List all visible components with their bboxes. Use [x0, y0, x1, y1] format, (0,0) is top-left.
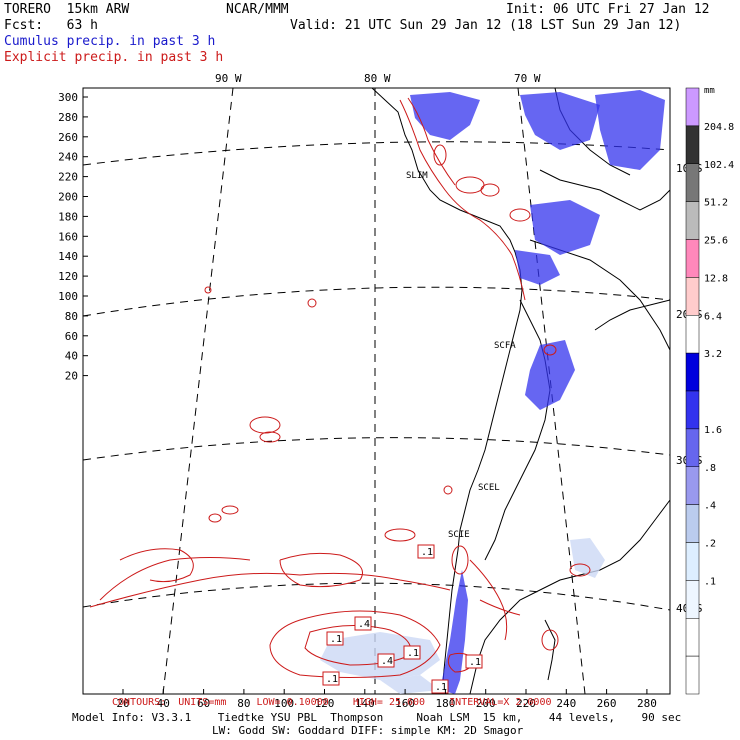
x-tick-label: 160	[395, 697, 415, 710]
station-labels: SLIM SCFA SCEL SCIE	[406, 171, 516, 540]
colorbar-label: 3.2	[704, 349, 722, 360]
lon-label-70w: 70 W	[514, 72, 541, 85]
x-tick-label: 260	[597, 697, 617, 710]
x-tick-label: 60	[197, 697, 210, 710]
colorbar-label: .4	[704, 501, 716, 512]
colorbar-label: 102.4	[704, 160, 734, 171]
station-slim: SLIM	[406, 171, 428, 181]
colorbar-swatch	[685, 239, 700, 278]
legend-cumulus: Cumulus precip. in past 3 h	[4, 34, 216, 49]
colorbar-swatch	[685, 580, 700, 619]
colorbar-swatch	[685, 542, 700, 581]
colorbar-swatch	[685, 163, 700, 202]
lon-label-90w: 90 W	[215, 72, 242, 85]
contour-label-6: .1	[469, 657, 481, 668]
parallels	[82, 141, 671, 611]
forecast-hour: Fcst: 63 h	[4, 18, 98, 33]
x-tick-label: 120	[315, 697, 335, 710]
lon-label-80w: 80 W	[364, 72, 391, 85]
x-tick-label: 20	[116, 697, 129, 710]
contour-label-4: .1	[407, 648, 419, 659]
colorbar-swatch	[685, 390, 700, 430]
colorbar-swatch	[685, 428, 700, 467]
coastline	[371, 87, 671, 695]
station-scel: SCEL	[478, 483, 500, 493]
colorbar-label: 6.4	[704, 311, 722, 322]
colorbar-label: 204.8	[704, 122, 734, 133]
colorbar-label: .8	[704, 463, 716, 474]
y-tick-label: 240	[58, 151, 78, 164]
y-tick-label: 140	[58, 250, 78, 263]
colorbar-label: .1	[704, 576, 716, 587]
y-tick-label: 300	[58, 91, 78, 104]
x-tick-label: 240	[556, 697, 576, 710]
contour-label-boxes	[322, 544, 483, 694]
contour-label-texts: .1 .4 .1 .4 .1 .1 .1 .1	[326, 547, 481, 693]
x-tick-label: 140	[355, 697, 375, 710]
meridians	[162, 87, 586, 695]
init-time: Init: 06 UTC Fri 27 Jan 12	[506, 2, 710, 17]
colorbar-unit: mm	[704, 86, 715, 96]
contour-label-1: .4	[358, 619, 370, 630]
map-frame	[82, 87, 671, 695]
footer-model-info2: LW: Godd SW: Goddard DIFF: simple KM: 2D…	[212, 724, 524, 737]
x-tick-label: 280	[637, 697, 657, 710]
colorbar-swatch	[685, 277, 700, 316]
station-scie: SCIE	[448, 530, 470, 540]
colorbar-label: .2	[704, 539, 716, 550]
x-tick-label: 80	[237, 697, 250, 710]
x-axis: 20 40 60 80 100 120 140 160 180 200 220 240 260 280	[116, 689, 657, 710]
colorbar: 204.8 102.4 51.2 25.6 12.8 6.4 3.2 1.6 .8 .4 .2 .1	[685, 87, 734, 695]
colorbar-swatch	[685, 352, 700, 392]
colorbar-swatch	[685, 315, 700, 354]
y-tick-label: 20	[65, 370, 78, 383]
colorbar-label: 12.8	[704, 273, 728, 284]
org-label: NCAR/MMM	[226, 2, 289, 17]
contour-label-5: .1	[326, 674, 338, 685]
colorbar-label: 25.6	[704, 236, 728, 247]
y-tick-label: 100	[58, 290, 78, 303]
x-tick-label: 200	[476, 697, 496, 710]
x-tick-label: 40	[157, 697, 170, 710]
cumulus-precip-areas	[410, 90, 665, 694]
contour-label-7: .1	[435, 682, 447, 693]
colorbar-swatch	[685, 504, 700, 543]
x-tick-label: 100	[274, 697, 294, 710]
y-tick-label: 160	[58, 230, 78, 243]
y-axis: 300 280 260 240 220 200 180 160 140 120 100 80 60 40 2…	[58, 91, 88, 383]
explicit-precip-contours	[89, 97, 591, 678]
y-tick-label: 260	[58, 131, 78, 144]
y-tick-label: 40	[65, 350, 78, 363]
colorbar-swatch	[685, 655, 700, 695]
footer-model-info: Model Info: V3.3.1 Tiedtke YSU PBL Thomp…	[72, 711, 682, 724]
y-tick-label: 180	[58, 210, 78, 223]
valid-time: Valid: 21 UTC Sun 29 Jan 12 (18 LST Sun …	[290, 18, 682, 33]
model-title: TORERO 15km ARW	[4, 2, 130, 17]
colorbar-swatch	[685, 618, 700, 657]
y-tick-label: 60	[65, 330, 78, 343]
contour-label-3: .4	[381, 656, 393, 667]
colorbar-swatch	[685, 125, 700, 164]
station-scfa: SCFA	[494, 341, 516, 351]
colorbar-swatch	[685, 201, 700, 240]
colorbar-swatch	[685, 466, 700, 505]
longitude-labels: 90 W 80 W 70 W	[215, 72, 541, 85]
y-tick-label: 280	[58, 111, 78, 124]
legend-explicit: Explicit precip. in past 3 h	[4, 50, 224, 65]
contour-label-0: .1	[421, 547, 433, 558]
x-tick-label: 180	[435, 697, 455, 710]
contour-label-2: .1	[330, 634, 342, 645]
y-tick-label: 80	[65, 310, 78, 323]
y-tick-label: 220	[58, 171, 78, 184]
footer-contours: CONTOURS: UNITS=mm LOW= 0.10000 HIGH= 25…	[112, 697, 552, 708]
x-tick-label: 220	[516, 697, 536, 710]
y-tick-label: 200	[58, 191, 78, 204]
colorbar-label: 51.2	[704, 198, 728, 209]
y-tick-label: 120	[58, 270, 78, 283]
colorbar-label: 1.6	[704, 425, 722, 436]
colorbar-swatch	[685, 87, 700, 127]
